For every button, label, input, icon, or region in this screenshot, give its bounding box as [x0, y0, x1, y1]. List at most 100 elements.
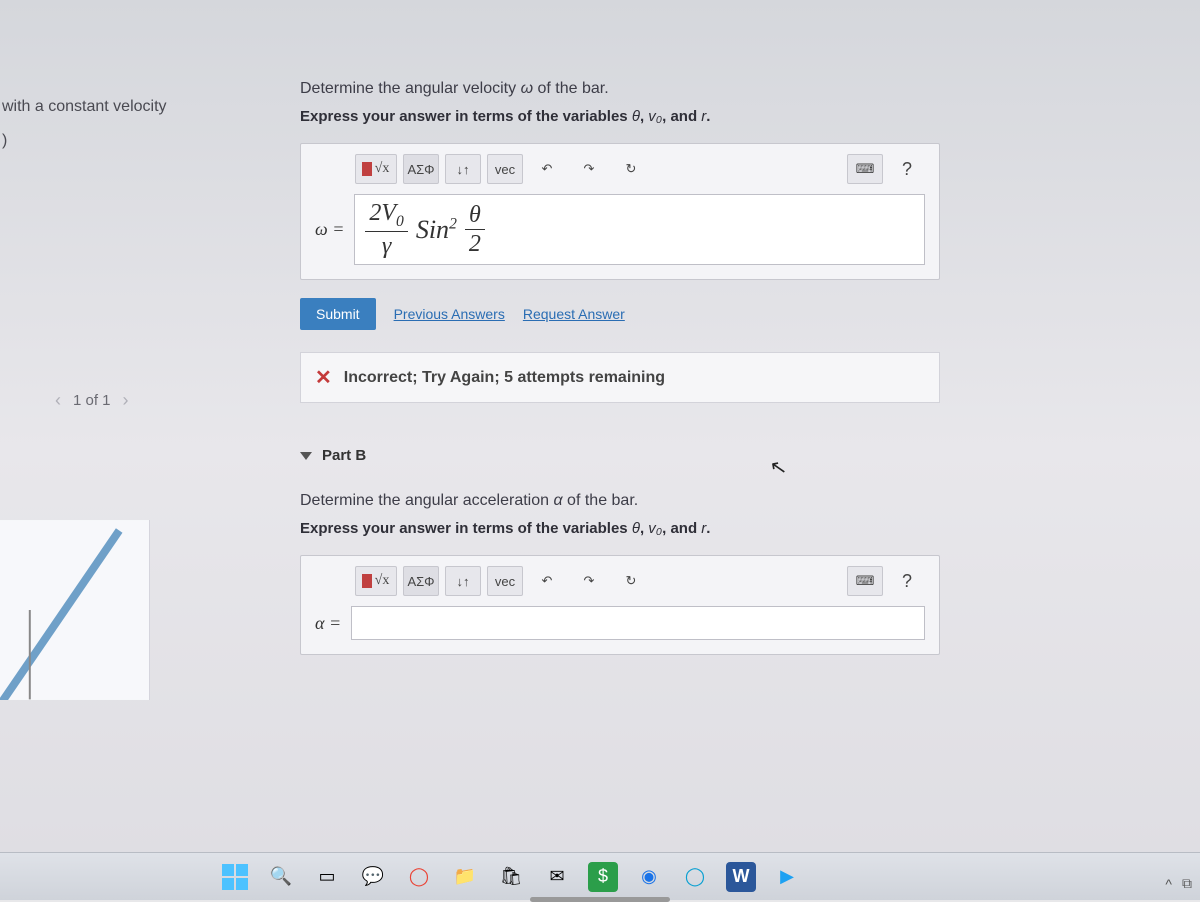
collapse-icon[interactable] [300, 452, 312, 460]
subsup-button-b[interactable]: ↓↑ [445, 566, 481, 596]
partB-var-theta: θ [632, 520, 640, 537]
help-button[interactable]: ? [889, 154, 925, 184]
vec-icon-b: vec [495, 574, 515, 589]
error-icon: ✕ [315, 365, 332, 390]
partA-instruction-prefix: Express your answer in terms of the vari… [300, 108, 632, 125]
search-button[interactable]: 🔍 [266, 862, 296, 892]
stem-line-1: with a constant velocity [0, 90, 230, 124]
greek-icon: ΑΣΦ [407, 162, 434, 177]
feedback-text: Incorrect; Try Again; 5 attempts remaini… [344, 369, 665, 387]
greek-icon-b: ΑΣΦ [407, 574, 434, 589]
subsup-icon-b: ↓↑ [457, 574, 470, 589]
reset-button-b[interactable]: ↻ [613, 566, 649, 596]
partB-instruction: Express your answer in terms of the vari… [300, 520, 940, 537]
figure-pager: ‹ 1 of 1 › [55, 390, 129, 411]
previous-answers-link[interactable]: Previous Answers [394, 306, 505, 322]
subsup-button[interactable]: ↓↑ [445, 154, 481, 184]
partB-header[interactable]: Part B [300, 447, 940, 464]
partA-expression-input[interactable]: 2V0 γ Sin2 θ 2 [354, 194, 925, 265]
templates-button-b[interactable]: √x [355, 566, 397, 596]
partA-answer-panel: √x ΑΣΦ ↓↑ vec ↶ ↷ ↻ ⌨ ? ω = 2V0 [300, 143, 940, 280]
partB-prompt-suffix: of the bar. [563, 492, 639, 509]
chrome-button[interactable]: ◯ [404, 862, 434, 892]
partB-prompt: Determine the angular acceleration α of … [300, 492, 940, 510]
help-icon: ? [902, 159, 912, 180]
vec-button[interactable]: vec [487, 154, 523, 184]
templates-button[interactable]: √x [355, 154, 397, 184]
browser2-button[interactable]: ◯ [680, 862, 710, 892]
partA-expression: 2V0 γ Sin2 θ 2 [365, 201, 485, 258]
templates-icon-b: √x [375, 573, 390, 589]
partA-var-theta: θ [632, 108, 640, 125]
expr-sin-sup: 2 [449, 215, 457, 232]
start-button[interactable] [220, 862, 250, 892]
submit-button[interactable]: Submit [300, 298, 376, 330]
expr-num: 2V [369, 200, 396, 226]
partB-expression-input[interactable] [351, 606, 925, 640]
expr-den: γ [378, 234, 395, 258]
system-tray[interactable]: ^ ⧉ [1165, 875, 1192, 892]
partB-answer-panel: √x ΑΣΦ ↓↑ vec ↶ ↷ ↻ ⌨ ? α = [300, 555, 940, 655]
redo-icon-b: ↷ [584, 573, 595, 589]
pager-next-button[interactable]: › [123, 390, 129, 411]
partA-prompt: Determine the angular velocity ω of the … [300, 80, 940, 98]
partB-prompt-symbol: α [553, 492, 562, 509]
redo-button[interactable]: ↷ [571, 154, 607, 184]
taskview-button[interactable]: ▭ [312, 862, 342, 892]
partA-var-r: r [701, 108, 706, 125]
partB-title: Part B [322, 447, 366, 464]
request-answer-link[interactable]: Request Answer [523, 306, 625, 322]
redo-button-b[interactable]: ↷ [571, 566, 607, 596]
help-icon-b: ? [902, 571, 912, 592]
chat-button[interactable]: 💬 [358, 862, 388, 892]
reset-button[interactable]: ↻ [613, 154, 649, 184]
partA-lhs: ω = [315, 219, 344, 240]
partA-actions: Submit Previous Answers Request Answer [300, 298, 940, 330]
explorer-button[interactable]: 📁 [450, 862, 480, 892]
partA-var-v0: v₀ [648, 108, 662, 125]
greek-button-b[interactable]: ΑΣΦ [403, 566, 439, 596]
vec-icon: vec [495, 162, 515, 177]
help-button-b[interactable]: ? [889, 566, 925, 596]
undo-button-b[interactable]: ↶ [529, 566, 565, 596]
partB-var-r: r [701, 520, 706, 537]
video-button[interactable]: ▶ [772, 862, 802, 892]
equation-toolbar-A: √x ΑΣΦ ↓↑ vec ↶ ↷ ↻ ⌨ ? [355, 154, 925, 184]
mail-button[interactable]: ✉ [542, 862, 572, 892]
keyboard-icon-b: ⌨ [856, 573, 875, 589]
expr-sin: Sin [416, 215, 449, 244]
pager-prev-button[interactable]: ‹ [55, 390, 61, 411]
partA-prompt-prefix: Determine the angular velocity [300, 80, 521, 97]
edge-button[interactable]: ◉ [634, 862, 664, 892]
keyboard-button[interactable]: ⌨ [847, 154, 883, 184]
undo-button[interactable]: ↶ [529, 154, 565, 184]
reset-icon: ↻ [626, 161, 637, 177]
subsup-icon: ↓↑ [457, 162, 470, 177]
store-button[interactable]: 🛍 [496, 862, 526, 892]
expr-two: 2 [465, 232, 485, 256]
money-button[interactable]: $ [588, 862, 618, 892]
windows-logo-icon [222, 864, 248, 890]
greek-button[interactable]: ΑΣΦ [403, 154, 439, 184]
windows-taskbar: 🔍 ▭ 💬 ◯ 📁 🛍 ✉ $ ◉ ◯ W ▶ [0, 852, 1200, 900]
partB-lhs: α = [315, 613, 341, 634]
keyboard-button-b[interactable]: ⌨ [847, 566, 883, 596]
templates-icon: √x [375, 161, 390, 177]
word-button[interactable]: W [726, 862, 756, 892]
redo-icon: ↷ [584, 161, 595, 177]
partA-prompt-symbol: ω [521, 80, 533, 97]
partB-instruction-prefix: Express your answer in terms of the vari… [300, 520, 632, 537]
problem-stem: with a constant velocity ) [0, 90, 230, 159]
stem-line-2: ) [0, 124, 230, 158]
figure-thumbnail[interactable] [0, 520, 150, 700]
feedback-banner: ✕ Incorrect; Try Again; 5 attempts remai… [300, 352, 940, 403]
vec-button-b[interactable]: vec [487, 566, 523, 596]
tray-chevron-icon[interactable]: ^ [1165, 876, 1172, 892]
pager-label: 1 of 1 [73, 392, 111, 409]
tray-dropbox-icon[interactable]: ⧉ [1182, 875, 1192, 892]
partA-instruction: Express your answer in terms of the vari… [300, 108, 940, 125]
reset-icon-b: ↻ [626, 573, 637, 589]
expr-theta: θ [465, 203, 485, 227]
partB-prompt-prefix: Determine the angular acceleration [300, 492, 553, 509]
keyboard-icon: ⌨ [856, 161, 875, 177]
